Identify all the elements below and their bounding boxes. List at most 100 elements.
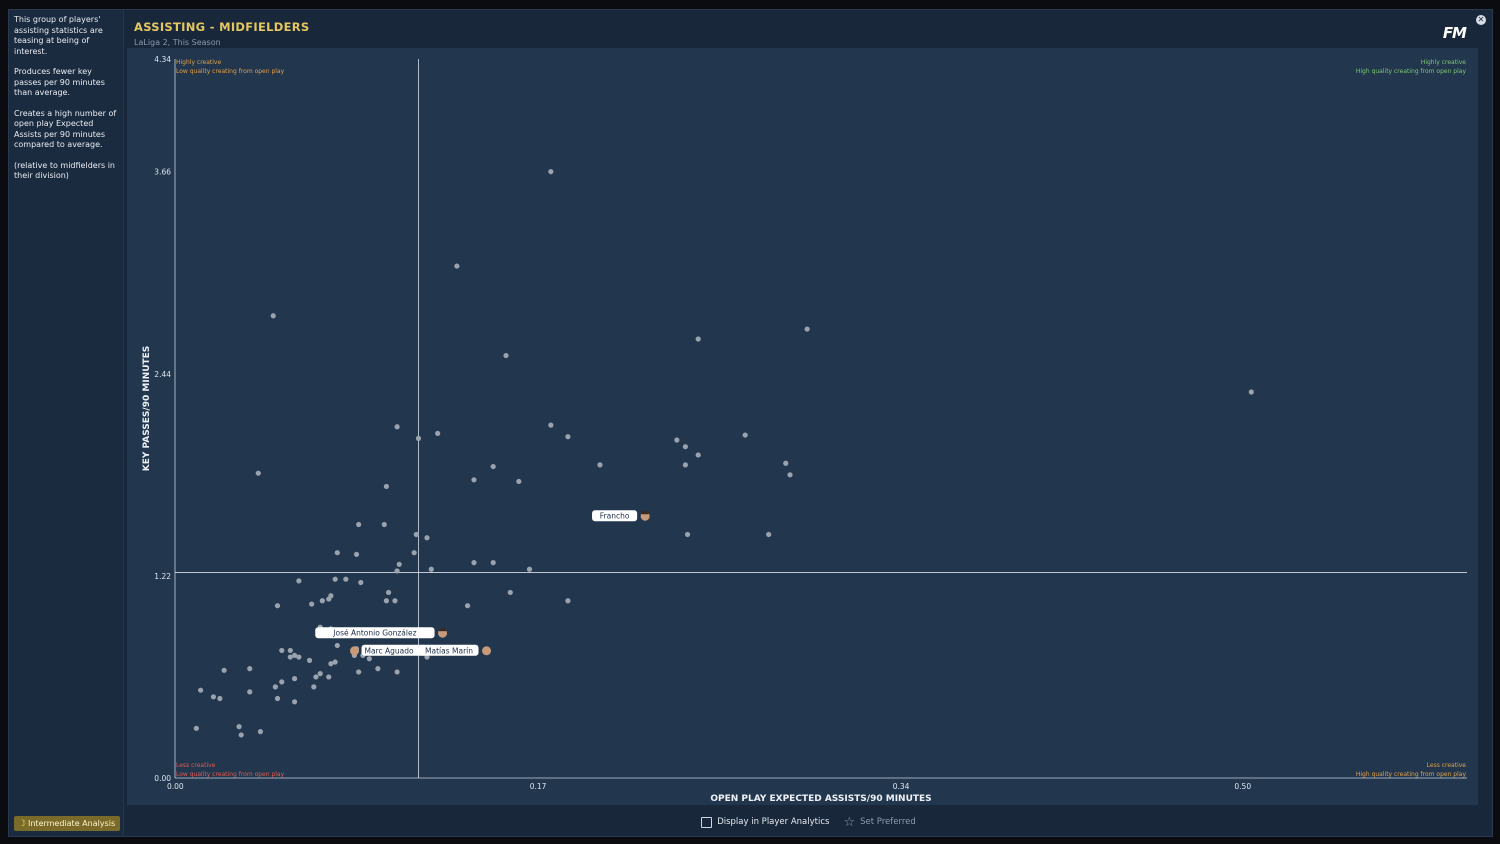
data-point[interactable]: [274, 695, 281, 702]
data-point[interactable]: [548, 422, 554, 428]
data-point[interactable]: [306, 657, 313, 663]
data-point[interactable]: [291, 675, 298, 682]
sidebar: This group of players' assisting statist…: [9, 10, 124, 836]
data-point[interactable]: [454, 263, 460, 269]
data-point[interactable]: [311, 684, 317, 690]
data-point[interactable]: [217, 695, 223, 702]
description-paragraph: Produces fewer key passes per 90 minutes…: [14, 67, 105, 97]
data-point[interactable]: [257, 729, 264, 735]
data-point[interactable]: [766, 531, 772, 538]
data-point[interactable]: [383, 483, 390, 490]
player-label-box[interactable]: [419, 644, 479, 656]
data-point[interactable]: [394, 669, 400, 675]
data-point[interactable]: [291, 652, 298, 659]
intermediate-analysis-button[interactable]: ☽ Intermediate Analysis: [14, 816, 120, 831]
data-point[interactable]: [247, 689, 253, 695]
data-point[interactable]: [428, 566, 434, 572]
set-preferred-button[interactable]: ☆ Set Preferred: [843, 816, 915, 829]
data-point[interactable]: [334, 642, 340, 649]
data-point[interactable]: [309, 601, 315, 607]
data-point[interactable]: [383, 598, 390, 604]
data-point[interactable]: [424, 535, 430, 541]
data-point[interactable]: [471, 477, 477, 483]
data-point[interactable]: [317, 671, 323, 677]
x-tick-label: 0.17: [530, 782, 547, 791]
data-point[interactable]: [287, 654, 293, 660]
data-point[interactable]: [415, 435, 422, 441]
data-point[interactable]: [394, 568, 400, 574]
data-point[interactable]: [682, 444, 688, 450]
player-label-box[interactable]: [361, 644, 426, 656]
data-point[interactable]: [313, 674, 319, 680]
data-point[interactable]: [375, 666, 381, 672]
data-point[interactable]: [682, 462, 688, 468]
data-point[interactable]: [358, 579, 364, 586]
data-point[interactable]: [565, 434, 571, 440]
data-point[interactable]: [272, 684, 278, 690]
data-point[interactable]: [343, 576, 349, 582]
data-point[interactable]: [411, 550, 417, 556]
data-point[interactable]: [381, 521, 387, 528]
data-point[interactable]: [526, 566, 533, 572]
data-point[interactable]: [332, 576, 338, 582]
data-point[interactable]: [674, 437, 680, 443]
data-point[interactable]: [332, 659, 338, 665]
data-point[interactable]: [296, 654, 302, 660]
data-point[interactable]: [490, 463, 496, 470]
data-point[interactable]: [236, 724, 242, 730]
player-label-box[interactable]: [315, 627, 435, 639]
data-point[interactable]: [787, 472, 793, 478]
data-point[interactable]: [210, 694, 217, 700]
data-point[interactable]: [356, 521, 362, 528]
data-point[interactable]: [198, 687, 204, 693]
player-label-box[interactable]: [592, 510, 638, 522]
data-point[interactable]: [287, 647, 293, 654]
data-point[interactable]: [296, 578, 302, 584]
data-point[interactable]: [385, 589, 392, 596]
data-point[interactable]: [413, 531, 419, 538]
data-point[interactable]: [270, 313, 276, 319]
data-point[interactable]: [565, 598, 571, 604]
data-point[interactable]: [471, 560, 477, 566]
data-point[interactable]: [274, 603, 281, 609]
data-point[interactable]: [742, 432, 748, 438]
data-point[interactable]: [247, 666, 253, 672]
data-point[interactable]: [1248, 389, 1254, 395]
fm-logo: FM: [1442, 24, 1467, 42]
data-point[interactable]: [319, 598, 325, 604]
data-point[interactable]: [193, 725, 199, 731]
data-point[interactable]: [255, 470, 261, 476]
data-point[interactable]: [597, 462, 603, 468]
display-in-player-analytics-toggle[interactable]: Display in Player Analytics: [701, 816, 830, 828]
data-point[interactable]: [353, 551, 360, 557]
data-point[interactable]: [394, 424, 400, 430]
data-point[interactable]: [548, 169, 554, 175]
data-point[interactable]: [334, 550, 340, 556]
data-point[interactable]: [695, 452, 701, 458]
data-point[interactable]: [507, 589, 513, 596]
data-point[interactable]: [279, 679, 285, 685]
close-icon[interactable]: ✕: [1476, 15, 1486, 25]
data-point[interactable]: [396, 561, 402, 567]
data-point[interactable]: [490, 560, 496, 566]
data-point[interactable]: [695, 336, 701, 342]
data-point[interactable]: [356, 669, 362, 675]
data-point[interactable]: [464, 603, 471, 609]
data-point[interactable]: [435, 430, 441, 437]
data-point[interactable]: [804, 326, 810, 332]
data-point[interactable]: [221, 667, 227, 673]
data-point[interactable]: [503, 352, 509, 359]
data-point[interactable]: [328, 661, 334, 667]
display-label: Display in Player Analytics: [717, 817, 830, 827]
data-point[interactable]: [366, 656, 372, 662]
data-point[interactable]: [684, 531, 691, 538]
data-point[interactable]: [279, 647, 285, 654]
data-point[interactable]: [783, 460, 789, 466]
checkbox-icon[interactable]: [701, 816, 713, 828]
data-point[interactable]: [326, 674, 332, 680]
data-point[interactable]: [392, 598, 398, 604]
data-point[interactable]: [238, 732, 244, 738]
data-point[interactable]: [291, 699, 298, 705]
data-point[interactable]: [328, 593, 334, 599]
data-point[interactable]: [516, 478, 522, 485]
